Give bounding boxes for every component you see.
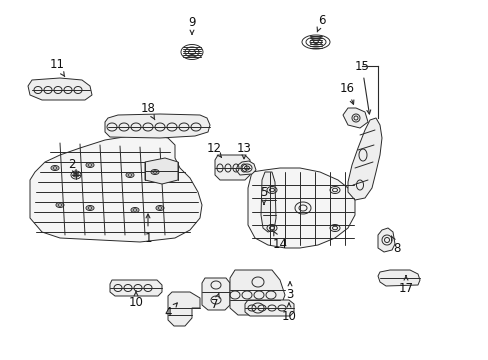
Text: 3: 3: [286, 282, 293, 302]
Polygon shape: [247, 168, 354, 248]
Polygon shape: [261, 172, 275, 232]
Text: 2: 2: [68, 158, 76, 174]
Text: 4: 4: [164, 303, 177, 320]
Polygon shape: [145, 158, 178, 184]
Polygon shape: [110, 280, 162, 296]
Text: 1: 1: [144, 214, 151, 244]
Text: 18: 18: [140, 102, 155, 120]
Text: 13: 13: [236, 141, 251, 159]
Text: 11: 11: [49, 58, 64, 77]
Text: 5: 5: [260, 185, 267, 204]
Polygon shape: [30, 135, 202, 242]
Text: 10: 10: [281, 303, 296, 323]
Polygon shape: [105, 114, 209, 138]
Polygon shape: [377, 270, 419, 286]
Text: 17: 17: [398, 276, 413, 294]
Text: 8: 8: [391, 236, 400, 255]
Polygon shape: [229, 270, 285, 315]
Polygon shape: [244, 300, 293, 316]
Text: 9: 9: [188, 15, 195, 34]
Text: 10: 10: [128, 291, 143, 310]
Text: 14: 14: [272, 231, 287, 251]
Text: 16: 16: [339, 81, 354, 104]
Text: 6: 6: [317, 13, 325, 32]
Polygon shape: [28, 78, 92, 100]
Text: 7: 7: [211, 293, 219, 311]
Polygon shape: [377, 228, 394, 252]
Polygon shape: [215, 155, 249, 180]
Polygon shape: [168, 292, 200, 326]
Polygon shape: [236, 161, 256, 175]
Text: 15: 15: [354, 59, 370, 114]
Polygon shape: [347, 118, 381, 200]
Text: 12: 12: [206, 141, 221, 157]
Polygon shape: [342, 108, 367, 128]
Polygon shape: [202, 278, 229, 310]
